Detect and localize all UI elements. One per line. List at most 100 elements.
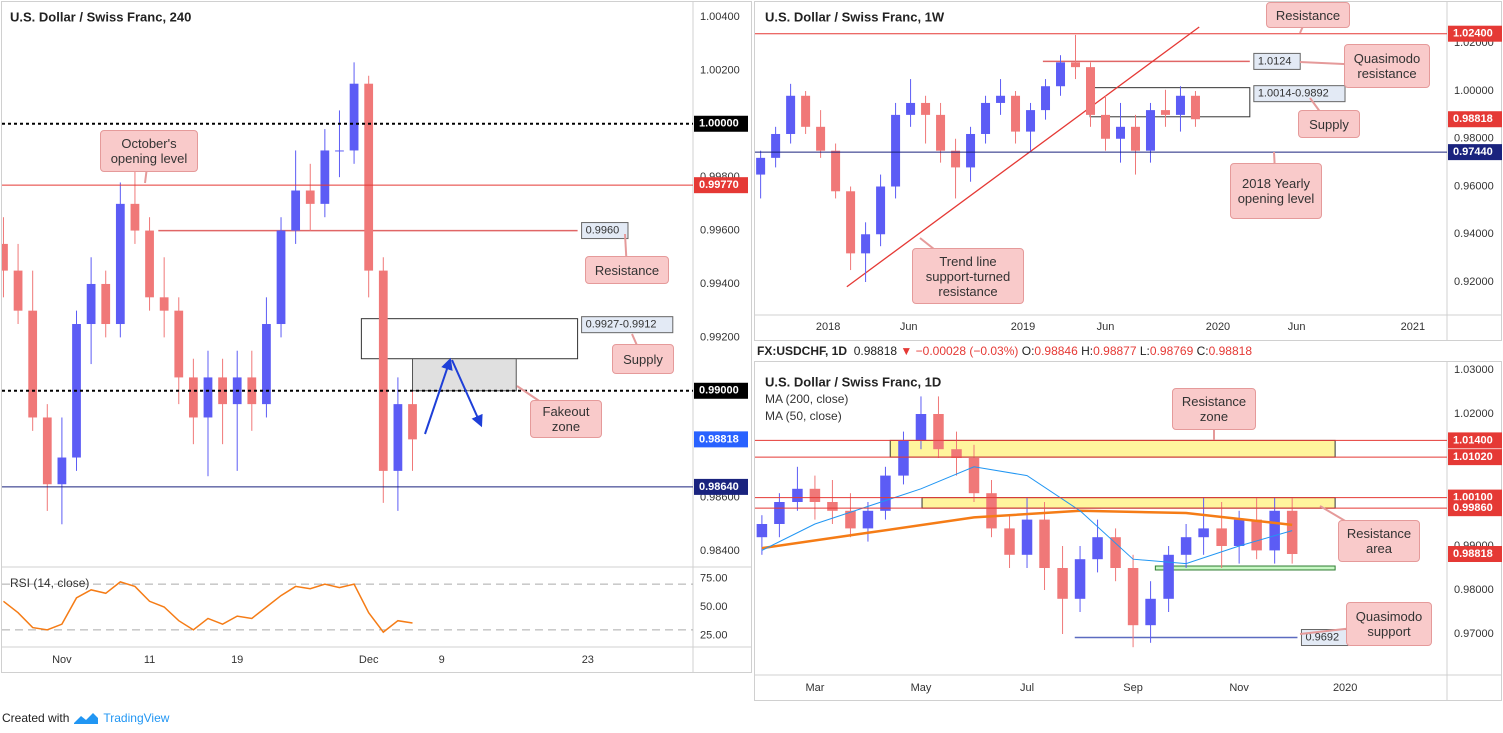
candle-body (951, 150, 961, 168)
ohlc-label: O: (1021, 344, 1035, 358)
candle-body (1233, 519, 1245, 546)
candle-body (968, 458, 980, 494)
x-tick-label: Nov (1229, 682, 1249, 694)
candle-body (986, 493, 997, 529)
x-tick-label: May (911, 682, 932, 694)
y-tick-label: 0.92000 (1454, 276, 1494, 288)
candle-body (880, 475, 891, 511)
candle-body (262, 324, 271, 405)
y-tick-label: 0.98000 (1454, 584, 1494, 596)
candle-body (1011, 95, 1021, 132)
candle-body (792, 488, 803, 503)
candle-body (1269, 510, 1280, 551)
x-tick-label: 11 (144, 654, 155, 666)
x-tick-label: Mar (805, 682, 824, 694)
brand[interactable]: TradingView (103, 711, 170, 725)
candle-body (218, 377, 227, 405)
zone (360, 318, 579, 360)
candle-body (966, 133, 976, 168)
candle-body (1057, 567, 1068, 599)
candle-body (115, 203, 125, 325)
candle-body (145, 230, 154, 298)
x-tick-label: 9 (439, 654, 445, 666)
candle-body (996, 95, 1006, 103)
candle-body (28, 310, 38, 418)
ohlc-label: H: (1081, 344, 1094, 358)
candle-body (1160, 110, 1170, 115)
price-tag (694, 431, 748, 448)
symbol-header: FX:USDCHF, 1D 0.98818 ▼ −0.00028 (−0.03%… (757, 344, 1252, 358)
value-box-label: 1.0124 (1258, 55, 1292, 67)
overlay: U.S. Dollar / Swiss Franc, 1D 1.03000 1.02… (765, 364, 1502, 694)
candle-body (320, 150, 330, 204)
candle-body (42, 417, 52, 485)
candle-body (247, 377, 257, 405)
footer-text: Created with (2, 711, 70, 725)
candle-body (774, 502, 785, 524)
candle-body (393, 404, 403, 471)
overlay: U.S. Dollar / Swiss Franc, 240 1.00400 1.0… (2, 9, 748, 666)
x-tick-label: 19 (231, 654, 243, 666)
price-tag (1448, 25, 1502, 42)
candle-body (335, 150, 344, 152)
value-box (581, 316, 674, 334)
price-change: ▼ −0.00028 (−0.03%) (900, 344, 1019, 358)
ohlc-label: C: (1196, 344, 1209, 358)
value-box-label: 0.9960 (586, 224, 620, 236)
candle-body (203, 377, 213, 418)
candle-body (364, 83, 374, 271)
candle-body (291, 190, 301, 231)
price-tag (1448, 546, 1502, 563)
y-tick-label: 0.98000 (1454, 133, 1494, 145)
candle-body (862, 510, 874, 529)
y-tick-label: 0.96000 (1454, 180, 1494, 192)
candle-body (349, 83, 359, 151)
zone (1089, 87, 1251, 118)
candle-body (13, 270, 23, 311)
candle-body (1026, 110, 1036, 132)
zone (921, 497, 1336, 509)
candle-body (756, 157, 766, 175)
candle-body (1127, 567, 1139, 626)
rsi-tick-label: 25.00 (700, 629, 728, 641)
x-tick-label: Dec (359, 654, 379, 666)
callout: Fakeout zone (530, 400, 602, 438)
price-tag (1448, 432, 1502, 449)
candle-body (891, 114, 901, 187)
y-tick-label: 0.98400 (700, 545, 740, 557)
candle-body (188, 377, 198, 418)
last-price: 0.98818 (853, 344, 898, 358)
candle-body (1074, 559, 1086, 599)
candle-body (378, 270, 388, 471)
y-tick-label: 0.94000 (1454, 228, 1494, 240)
panel-borders (1, 1, 1502, 701)
price-tag (1448, 449, 1502, 466)
moving-average (761, 466, 1293, 565)
callout: Resistance area (1338, 520, 1420, 562)
y-tick-label: 0.99400 (700, 278, 740, 290)
price-tag (694, 177, 748, 194)
candle-body (2, 243, 8, 271)
candle-body (845, 510, 856, 529)
y-tick-label: 1.03000 (1454, 364, 1494, 376)
candle-body (1175, 95, 1185, 115)
candle-body (1004, 528, 1015, 555)
price-tag-label: 0.98640 (699, 481, 739, 493)
candle-body (898, 440, 909, 476)
chart-title: U.S. Dollar / Swiss Franc, 1W (765, 9, 945, 24)
callout: October's opening level (100, 130, 198, 172)
candle-body (816, 126, 826, 151)
candle-body (921, 102, 931, 115)
x-tick-label: 2020 (1206, 321, 1230, 333)
plot-area (755, 396, 1447, 648)
price-tag-label: 1.01400 (1453, 434, 1493, 446)
y-tick-label: 1.02000 (1454, 408, 1494, 420)
ohlc-value: 0.98769 (1149, 344, 1194, 358)
symbol: FX:USDCHF, 1D (757, 344, 848, 358)
ohlc-value: 0.98846 (1034, 344, 1078, 358)
candle-body (1163, 554, 1174, 599)
candle-body (86, 283, 96, 325)
callout: Quasimodo resistance (1344, 44, 1430, 88)
x-tick-label: 2020 (1333, 682, 1357, 694)
rsi-tick-label: 50.00 (700, 601, 728, 613)
